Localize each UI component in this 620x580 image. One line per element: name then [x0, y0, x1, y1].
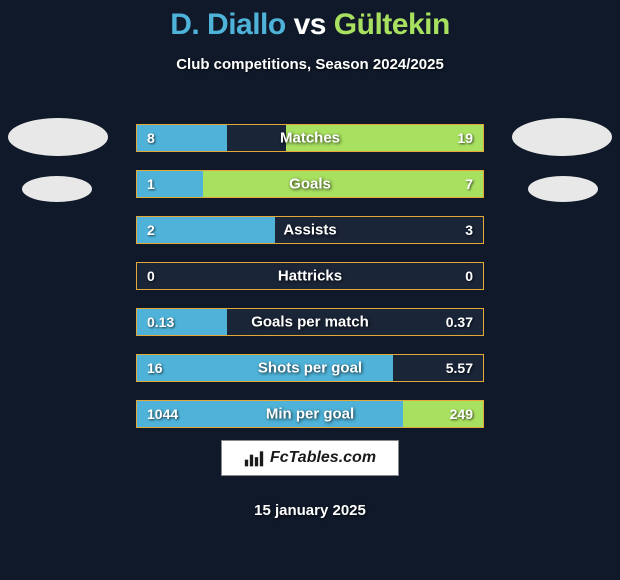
value-right: 19	[457, 130, 473, 146]
stat-row: 0.13 0.37 Goals per match	[136, 308, 484, 336]
stat-label: Shots per goal	[258, 360, 362, 377]
stat-label: Goals per match	[251, 314, 369, 331]
date-label: 15 january 2025	[0, 502, 620, 519]
stat-row: 16 5.57 Shots per goal	[136, 354, 484, 382]
value-right: 7	[465, 176, 473, 192]
bars-icon	[244, 449, 264, 467]
player1-name: D. Diallo	[170, 8, 286, 41]
value-right: 3	[465, 222, 473, 238]
player1-club-logo	[22, 176, 92, 202]
value-left: 2	[147, 222, 155, 238]
comparison-title: D. Diallo vs Gültekin	[0, 8, 620, 42]
value-right: 0	[465, 268, 473, 284]
value-left: 1044	[147, 406, 178, 422]
value-left: 0	[147, 268, 155, 284]
player2-avatar	[512, 118, 612, 156]
value-right: 0.37	[446, 314, 473, 330]
stat-row: 0 0 Hattricks	[136, 262, 484, 290]
fctables-label: FcTables.com	[270, 449, 376, 467]
stat-label: Goals	[289, 176, 331, 193]
footer: FcTables.com 15 january 2025	[0, 440, 620, 519]
stat-row: 2 3 Assists	[136, 216, 484, 244]
header: D. Diallo vs Gültekin Club competitions,…	[0, 0, 620, 73]
value-right: 5.57	[446, 360, 473, 376]
subtitle: Club competitions, Season 2024/2025	[0, 56, 620, 73]
vs-separator: vs	[294, 8, 326, 41]
player2-club-logo	[528, 176, 598, 202]
bar-right	[203, 171, 483, 197]
stat-row: 1044 249 Min per goal	[136, 400, 484, 428]
stat-label: Min per goal	[266, 406, 354, 423]
comparison-chart: 8 19 Matches 1 7 Goals 2 3 Assists 0 0 Hattricks 0.1…	[136, 124, 484, 446]
value-left: 0.13	[147, 314, 174, 330]
value-left: 16	[147, 360, 163, 376]
stat-label: Hattricks	[278, 268, 342, 285]
player1-avatar	[8, 118, 108, 156]
value-left: 1	[147, 176, 155, 192]
player2-name: Gültekin	[334, 8, 450, 41]
stat-label: Assists	[283, 222, 336, 239]
bar-left	[137, 217, 275, 243]
stat-row: 1 7 Goals	[136, 170, 484, 198]
value-left: 8	[147, 130, 155, 146]
fctables-badge[interactable]: FcTables.com	[221, 440, 399, 476]
stat-row: 8 19 Matches	[136, 124, 484, 152]
stat-label: Matches	[280, 130, 340, 147]
value-right: 249	[450, 406, 473, 422]
